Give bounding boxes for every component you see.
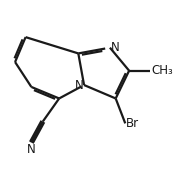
Text: CH₃: CH₃ [151,64,173,77]
Text: N: N [75,79,84,92]
Text: N: N [111,41,120,54]
Text: Br: Br [126,117,139,130]
Text: N: N [27,143,36,157]
